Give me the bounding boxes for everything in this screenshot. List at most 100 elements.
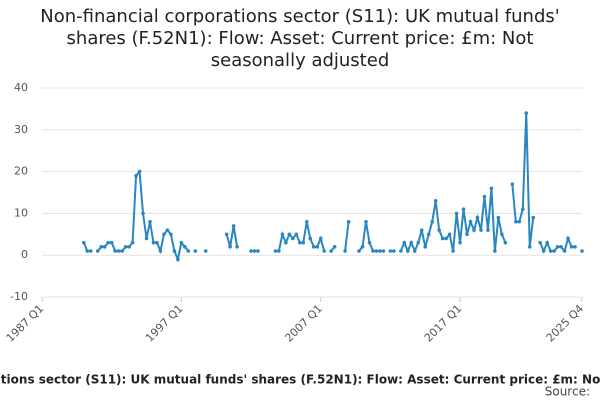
point — [541, 249, 546, 253]
point — [447, 232, 452, 237]
point — [183, 245, 187, 249]
series-line — [84, 113, 582, 259]
point — [360, 245, 365, 249]
point — [468, 219, 473, 224]
point — [151, 240, 156, 245]
point — [176, 257, 180, 262]
point — [298, 240, 302, 245]
point — [127, 245, 131, 249]
point — [364, 219, 368, 224]
point — [224, 232, 229, 237]
x-tick-label: 1987 Q1 — [4, 302, 47, 345]
point — [479, 228, 483, 232]
point — [343, 249, 347, 253]
point — [252, 249, 257, 253]
point — [144, 236, 149, 241]
point — [116, 249, 121, 253]
point — [444, 236, 448, 241]
point — [562, 249, 567, 253]
point — [186, 249, 191, 253]
point — [430, 219, 434, 224]
point — [423, 245, 428, 249]
point — [440, 236, 445, 241]
y-tick-label: 40 — [14, 81, 28, 94]
point — [371, 249, 375, 253]
point — [141, 211, 145, 216]
point — [311, 245, 316, 249]
point — [88, 249, 93, 253]
y-tick-label: -10 — [10, 290, 28, 303]
point — [322, 249, 326, 253]
point — [155, 240, 159, 245]
point — [399, 249, 403, 253]
chart-title: Non-financial corporations sector (S11):… — [40, 6, 560, 71]
point — [134, 173, 138, 178]
point — [169, 232, 173, 237]
point — [489, 186, 494, 191]
point — [315, 245, 320, 249]
point — [580, 249, 584, 253]
point — [137, 169, 142, 174]
x-tick-label: 1997 Q1 — [143, 302, 186, 345]
point — [548, 249, 553, 253]
x-tick-label: 2025 Q4 — [544, 302, 587, 345]
point — [517, 219, 522, 224]
point — [85, 249, 90, 253]
point — [520, 207, 525, 212]
x-tick-label: 2007 Q1 — [282, 302, 325, 345]
point — [426, 232, 431, 237]
point — [102, 245, 107, 249]
point — [378, 249, 382, 253]
point — [228, 245, 232, 249]
source: Source: — [545, 385, 590, 399]
point — [451, 249, 455, 253]
point — [284, 240, 288, 245]
point — [503, 240, 508, 245]
point — [493, 249, 497, 253]
point — [461, 207, 466, 212]
point — [162, 232, 166, 237]
point — [99, 245, 104, 249]
point — [409, 240, 414, 245]
point — [235, 245, 239, 249]
y-tick-label: 0 — [21, 248, 28, 261]
point — [412, 249, 417, 253]
point — [510, 182, 515, 186]
point — [203, 249, 208, 253]
point — [552, 249, 556, 253]
point — [193, 249, 198, 253]
point — [106, 240, 110, 245]
point — [496, 215, 501, 220]
point — [301, 240, 306, 245]
point — [329, 249, 333, 253]
point — [419, 228, 424, 232]
point — [280, 232, 285, 237]
point — [437, 228, 441, 232]
point — [256, 249, 260, 253]
point — [566, 236, 570, 241]
point — [555, 245, 560, 249]
point — [249, 249, 253, 253]
point — [120, 249, 124, 253]
point — [545, 240, 549, 245]
point — [291, 236, 295, 241]
point — [381, 249, 386, 253]
point — [465, 232, 469, 237]
y-tick-label: 30 — [14, 123, 28, 136]
y-tick-label: 20 — [14, 165, 28, 178]
point — [304, 219, 309, 224]
point — [308, 236, 313, 241]
point — [472, 228, 476, 232]
point — [458, 240, 462, 245]
point — [367, 240, 372, 245]
point — [95, 249, 100, 253]
point — [130, 240, 135, 245]
point — [482, 194, 487, 199]
point — [287, 232, 292, 237]
point — [109, 240, 114, 245]
point — [346, 219, 351, 224]
point — [569, 245, 574, 249]
point — [514, 219, 518, 224]
